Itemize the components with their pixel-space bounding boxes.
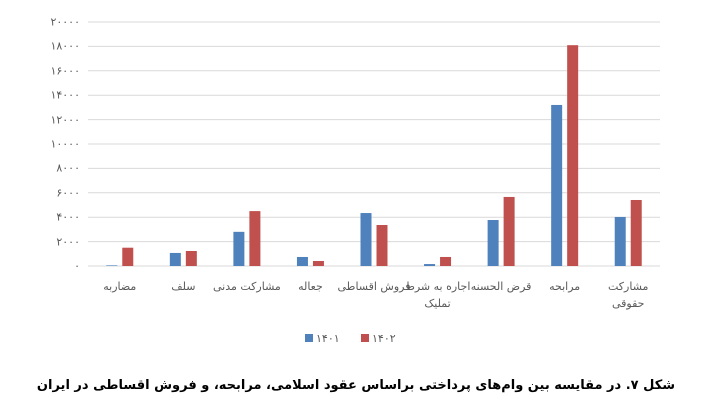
bar	[106, 265, 118, 266]
x-tick-label: فروش اقساطی	[337, 280, 411, 293]
y-tick-label: ۴۰۰۰	[56, 210, 80, 224]
y-tick-label: ۱۲۰۰۰	[50, 113, 80, 127]
caption: شکل ۷. در مقایسه بین وام‌های پرداختی برا…	[36, 378, 676, 393]
bar	[296, 256, 308, 266]
y-tick-label: ۶۰۰۰	[56, 186, 80, 200]
legend-swatch	[361, 334, 369, 342]
y-tick-label: ۱۴۰۰۰	[50, 88, 80, 102]
bar	[249, 211, 261, 266]
bar	[551, 104, 563, 267]
x-tick-label: قرض الحسنه	[470, 280, 532, 293]
x-tick-label: مرابحه	[549, 280, 581, 293]
y-tick-label: ۰	[74, 259, 80, 273]
legend-swatch	[305, 334, 313, 342]
legend-label: ۱۴۰۲	[372, 332, 396, 345]
legend-label: ۱۴۰۱	[316, 332, 340, 345]
bar	[630, 199, 642, 266]
y-tick-label: ۸۰۰۰	[56, 161, 80, 175]
bar	[185, 250, 197, 266]
y-tick-label: ۱۰۰۰۰	[50, 137, 80, 151]
bar	[614, 216, 626, 266]
y-tick-label: ۲۰۰۰	[56, 235, 80, 249]
bar	[122, 247, 134, 266]
y-tick-label: ۱۸۰۰۰	[50, 39, 80, 53]
x-tick-label: مضاربه	[103, 280, 137, 293]
bar	[169, 252, 181, 266]
bar	[503, 196, 515, 266]
bar	[360, 213, 372, 266]
x-tick-label: مشارکت مدنی	[212, 280, 281, 293]
x-tick-label: مشارکت حقوقی	[608, 280, 649, 310]
x-tick-label: سلف	[171, 280, 196, 293]
bar	[424, 264, 436, 266]
bar	[233, 231, 245, 266]
bar	[487, 220, 499, 266]
bar	[376, 225, 388, 266]
y-tick-label: ۱۶۰۰۰	[50, 64, 80, 78]
bar	[567, 45, 579, 267]
bar	[312, 260, 324, 266]
bar	[440, 256, 452, 266]
y-tick-label: ۲۰۰۰۰	[50, 15, 80, 29]
x-tick-label: جعاله	[298, 280, 323, 293]
x-tick-label: اجاره به شرط تملیک	[404, 280, 471, 310]
